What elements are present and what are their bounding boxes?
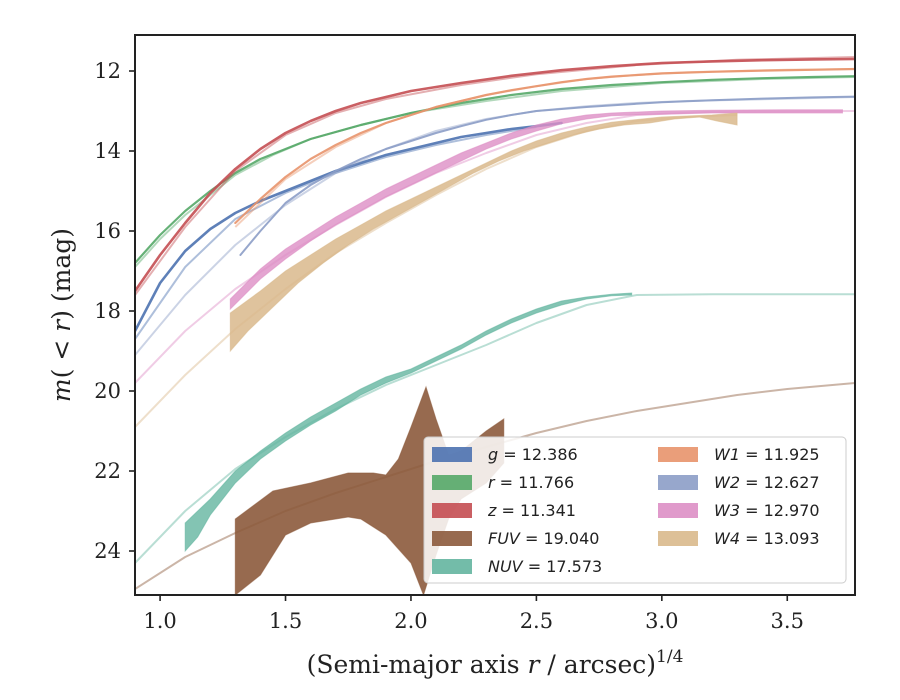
legend-label-w1: W1 = 11.925 [714, 445, 820, 464]
legend-swatch-w2 [658, 475, 698, 490]
y-axis-title-m: m [47, 378, 76, 402]
legend-swatch-w3 [658, 503, 698, 518]
y-tick-label: 20 [94, 379, 121, 403]
legend-swatch-nuv [432, 559, 472, 574]
x-tick-label: 2.5 [520, 609, 553, 633]
legend-swatch-z [432, 503, 472, 518]
x-axis-title-sup: 1/4 [656, 647, 683, 667]
legend-swatch-w4 [658, 531, 698, 546]
legend-label-w3: W3 = 12.970 [714, 501, 820, 520]
legend-swatch-fuv [432, 531, 472, 546]
series-w1-line [234, 67, 855, 225]
legend-label-r: r = 11.766 [488, 473, 574, 492]
x-axis-title-var: r [528, 650, 542, 679]
series-nuv-band [184, 292, 633, 553]
axis-layer: 1.0 1.5 2.0 2.5 3.0 3.5 12 14 16 18 20 22 24 [94, 59, 804, 633]
y-tick-label: 18 [94, 299, 121, 323]
series-g-faint-line [135, 126, 537, 340]
x-axis-title-pre: (Semi-major axis [307, 650, 528, 679]
y-tick-label: 24 [94, 539, 121, 563]
legend-box [423, 436, 847, 584]
series-nuv-faint-line [135, 293, 855, 564]
y-tick-label: 14 [94, 139, 121, 163]
x-tick-label: 2.0 [394, 609, 427, 633]
legend-label-w4: W4 = 13.093 [714, 529, 820, 548]
y-tick-label: 16 [94, 219, 121, 243]
legend-swatch-g [432, 447, 472, 462]
series-w4-band [229, 112, 738, 353]
legend-swatch-w1 [658, 447, 698, 462]
x-axis-title: (Semi-major axis r / arcsec)1/4 [307, 647, 684, 679]
y-axis-title-rp: ) [47, 310, 76, 320]
y-axis-title: m( < r) (mag) [47, 228, 76, 402]
x-tick-label: 1.5 [269, 609, 302, 633]
y-axis-title-unit: (mag) [47, 228, 76, 310]
series-g-line [135, 121, 563, 333]
series-r-line [135, 75, 855, 265]
legend-label-z: z = 11.341 [487, 501, 576, 520]
legend: g = 12.386 r = 11.766 z = 11.341 FUV = 19.0… [423, 436, 847, 584]
y-tick-label: 22 [94, 459, 121, 483]
y-tick-label: 12 [94, 59, 121, 83]
legend-label-nuv: NUV = 17.573 [488, 557, 602, 576]
x-axis-title-post: / arcsec) [539, 650, 656, 679]
series-z-line [135, 57, 855, 293]
series-w3-band [229, 109, 843, 311]
series-w2-line [239, 95, 855, 256]
x-tick-label: 3.5 [771, 609, 804, 633]
x-tick-label: 1.0 [143, 609, 176, 633]
legend-label-g: g = 12.386 [488, 445, 578, 464]
y-axis-title-lp: ( [47, 369, 76, 379]
legend-label-w2: W2 = 12.627 [714, 473, 820, 492]
legend-swatch-r [432, 475, 472, 490]
y-axis-title-lt: < [47, 332, 76, 369]
y-axis-title-r: r [47, 318, 76, 332]
legend-label-fuv: FUV = 19.040 [488, 529, 599, 548]
x-tick-label: 3.0 [645, 609, 678, 633]
plot-frame [134, 34, 856, 596]
